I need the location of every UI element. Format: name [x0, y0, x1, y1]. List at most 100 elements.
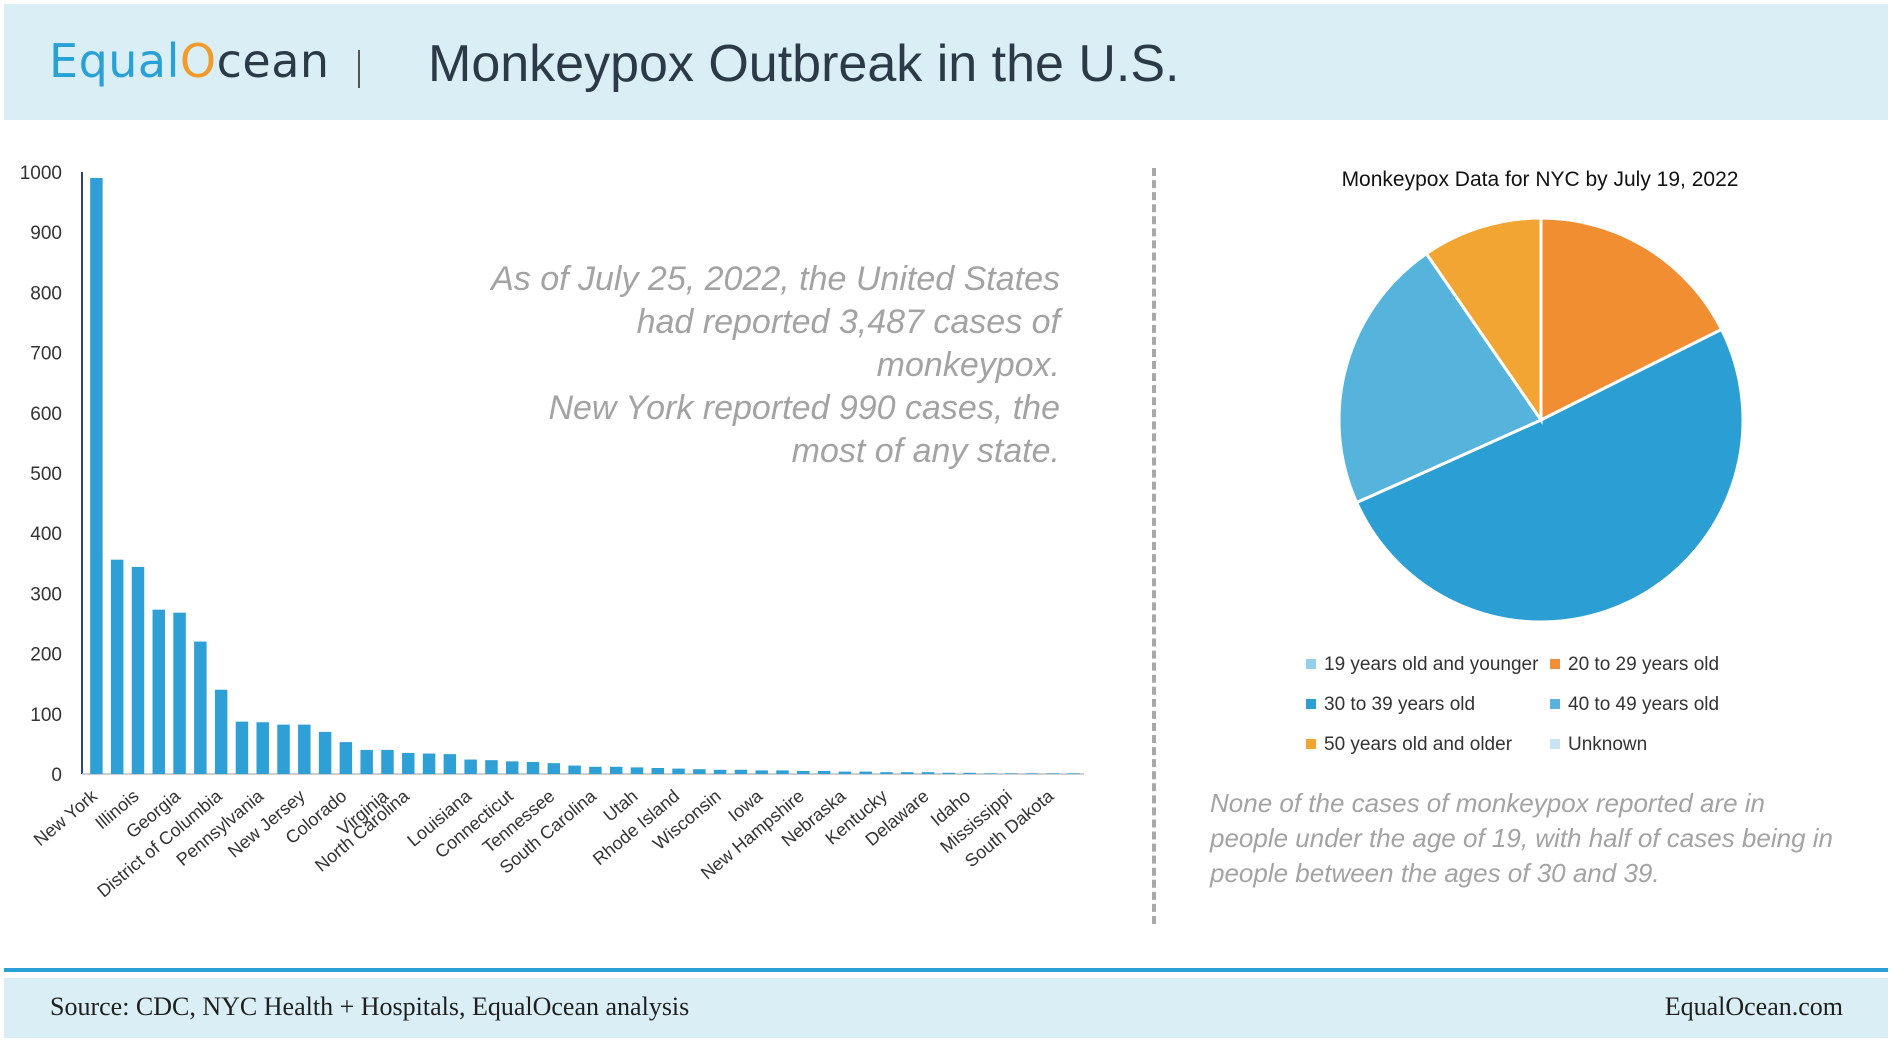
nyc-age-pie-chart	[1337, 216, 1745, 624]
bar	[422, 753, 436, 774]
legend-label: 19 years old and younger	[1324, 654, 1539, 675]
bar	[880, 772, 893, 774]
header-banner: EqualOcean Monkeypox Outbreak in the U.S…	[4, 4, 1888, 120]
bar	[402, 752, 415, 774]
legend-label: 40 to 49 years old	[1568, 694, 1720, 715]
footer-site-link[interactable]: EqualOcean.com	[1664, 992, 1843, 1021]
bar	[817, 770, 831, 774]
y-tick-label: 1000	[20, 163, 62, 184]
bar	[984, 773, 997, 774]
logo-part-equal: Equal	[49, 34, 180, 88]
bar	[1067, 773, 1080, 774]
legend-swatch	[1306, 659, 1316, 669]
bar	[1004, 773, 1018, 774]
annotation-line: monkeypox.	[876, 346, 1060, 384]
bar	[589, 766, 602, 774]
bar	[734, 769, 748, 774]
footer-banner: Source: CDC, NYC Health + Hospitals, Equ…	[4, 978, 1888, 1038]
legend-swatch	[1550, 699, 1560, 709]
footer-source: Source: CDC, NYC Health + Hospitals, Equ…	[50, 992, 690, 1021]
y-tick-label: 400	[30, 524, 62, 545]
bar	[651, 767, 665, 774]
logo-part-cean: cean	[216, 34, 330, 88]
y-tick-label: 0	[51, 765, 62, 786]
bar	[90, 178, 103, 774]
legend-label: 50 years old and older	[1324, 734, 1513, 755]
pie-slice	[1354, 327, 1745, 624]
bar	[152, 609, 166, 774]
bar	[443, 754, 457, 774]
bar	[713, 769, 727, 774]
bar	[318, 731, 332, 774]
annotation-line: most of any state.	[791, 432, 1060, 470]
y-tick-label: 600	[30, 404, 62, 425]
legend-label: 20 to 29 years old	[1568, 654, 1720, 675]
legend-item: 30 to 39 years old	[1306, 694, 1475, 716]
bar	[672, 768, 685, 774]
bar	[755, 770, 768, 774]
legend-item: 40 to 49 years old	[1550, 694, 1719, 716]
y-tick-label: 800	[30, 283, 62, 304]
bar	[776, 770, 789, 774]
us-cases-annotation: As of July 25, 2022, the United States h…	[470, 258, 1060, 473]
logo-part-o: O	[179, 34, 217, 88]
annotation-line: As of July 25, 2022, the United States	[491, 260, 1060, 298]
bar	[568, 765, 581, 774]
bar	[609, 766, 623, 774]
pie-chart-title: Monkeypox Data for NYC by July 19, 2022	[1341, 168, 1739, 191]
bar	[526, 761, 540, 774]
legend-item: 19 years old and younger	[1306, 654, 1538, 676]
footer-rule	[4, 968, 1888, 972]
pie-note: None of the cases of monkeypox reported …	[1210, 788, 1833, 888]
bar	[256, 722, 269, 774]
bar	[942, 772, 956, 774]
bar	[235, 721, 249, 774]
bar	[547, 763, 561, 774]
pie-slice	[1424, 216, 1543, 425]
annotation-line: had reported 3,487 cases of	[636, 303, 1060, 341]
bar	[505, 761, 519, 774]
bar	[214, 689, 228, 774]
section-divider	[1152, 168, 1156, 924]
y-tick-label: 900	[30, 223, 62, 244]
y-tick-label: 200	[30, 645, 62, 666]
legend-swatch	[1306, 739, 1316, 749]
bar	[485, 760, 498, 774]
legend-swatch	[1306, 699, 1316, 709]
bar	[1025, 773, 1039, 774]
bar	[464, 759, 477, 774]
header-divider	[358, 50, 360, 88]
bar	[194, 641, 207, 774]
bar	[797, 770, 810, 774]
bar	[963, 772, 976, 774]
y-tick-label: 700	[30, 344, 62, 365]
bar	[693, 769, 706, 774]
bar	[381, 749, 394, 774]
equalocean-logo[interactable]: EqualOcean	[49, 34, 330, 88]
bar	[1046, 773, 1060, 774]
bar	[339, 742, 353, 774]
legend-label: Unknown	[1568, 734, 1648, 755]
y-tick-label: 500	[30, 464, 62, 485]
page-title: Monkeypox Outbreak in the U.S.	[428, 35, 1180, 93]
pie-slice	[1539, 216, 1724, 423]
legend-swatch	[1550, 739, 1560, 749]
bar	[277, 724, 290, 774]
bar	[173, 612, 186, 774]
bar	[360, 749, 373, 774]
legend-item: 50 years old and older	[1306, 734, 1512, 756]
bar	[859, 771, 872, 774]
legend-swatch	[1550, 659, 1560, 669]
bar	[298, 724, 311, 774]
pie-slice	[1337, 251, 1544, 505]
y-tick-label: 100	[30, 705, 62, 726]
bar	[838, 771, 852, 774]
bar	[630, 767, 644, 774]
annotation-line: New York reported 990 cases, the	[548, 389, 1060, 427]
bar	[131, 566, 145, 774]
state-cases-bar-chart: 0 100 200 300 400 500 600 700 800 900 1000 New York…	[20, 163, 1084, 901]
bar	[901, 772, 914, 774]
legend-label: 30 to 39 years old	[1324, 694, 1476, 715]
y-tick-label: 300	[30, 584, 62, 605]
legend-item: 20 to 29 years old	[1550, 654, 1719, 676]
